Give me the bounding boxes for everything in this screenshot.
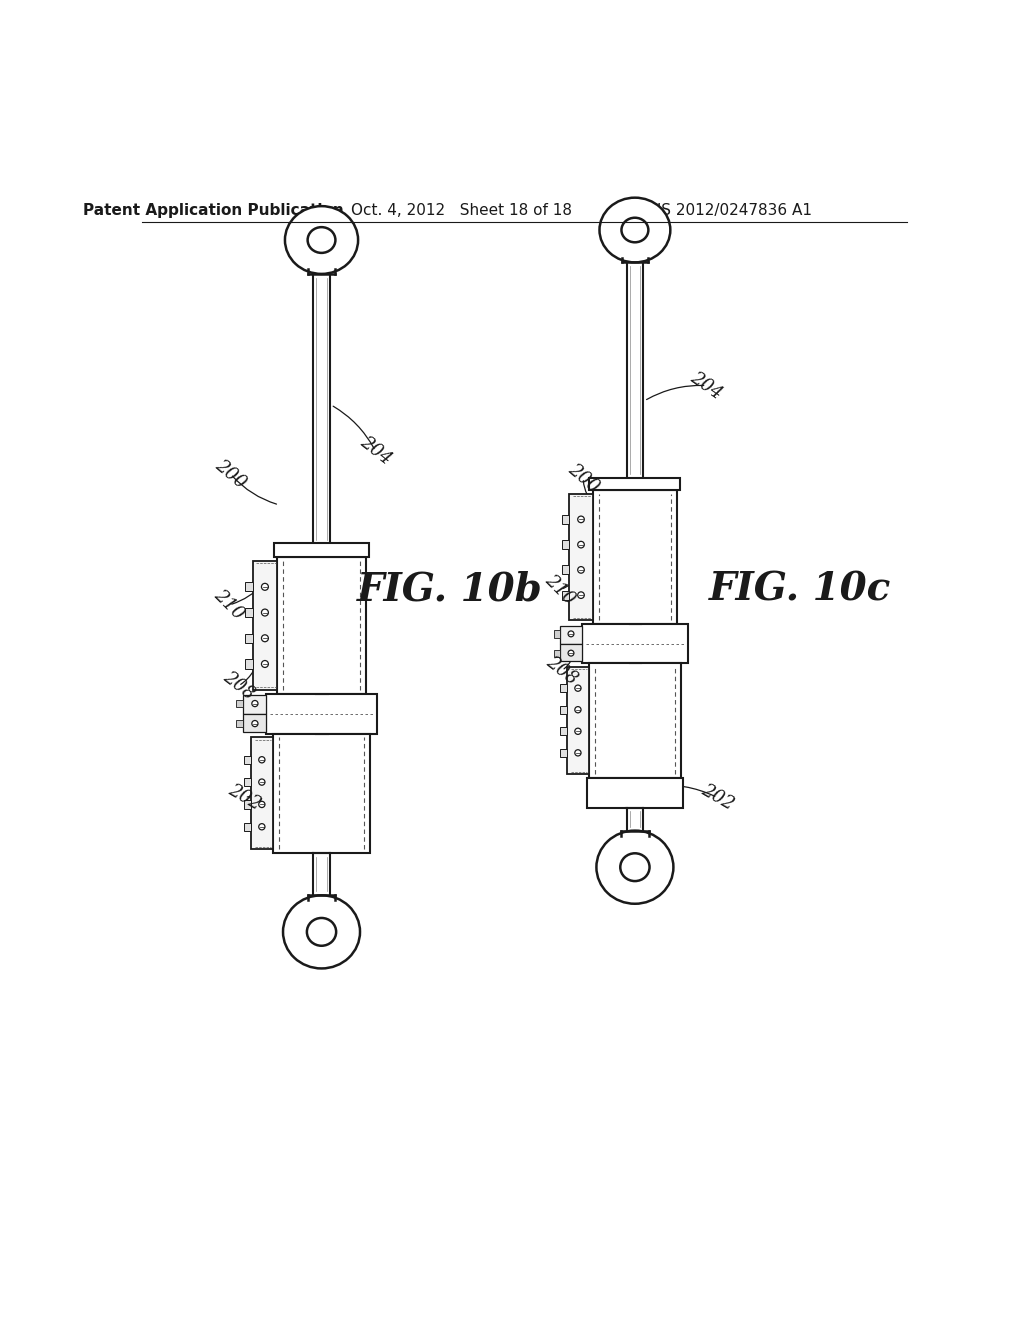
Ellipse shape — [574, 685, 581, 692]
Bar — [244, 714, 266, 733]
Bar — [245, 582, 253, 591]
Bar — [245, 634, 253, 643]
Bar — [244, 696, 266, 714]
Bar — [272, 734, 371, 853]
Text: FIG. 10c: FIG. 10c — [710, 570, 892, 609]
Text: 204: 204 — [356, 433, 394, 469]
Ellipse shape — [578, 591, 585, 598]
Bar — [562, 515, 569, 524]
Bar — [560, 626, 582, 644]
Ellipse shape — [599, 198, 671, 263]
Bar — [560, 644, 582, 661]
Bar — [560, 748, 567, 756]
Text: 208: 208 — [543, 652, 581, 688]
Ellipse shape — [259, 824, 265, 830]
Text: US 2012/0247836 A1: US 2012/0247836 A1 — [650, 203, 812, 218]
Ellipse shape — [578, 566, 585, 573]
Ellipse shape — [568, 651, 573, 656]
Bar — [582, 624, 688, 663]
Bar — [560, 684, 567, 692]
Ellipse shape — [261, 583, 268, 590]
Bar — [562, 565, 569, 574]
Bar — [244, 777, 251, 787]
Ellipse shape — [285, 206, 358, 275]
Ellipse shape — [261, 660, 268, 668]
Ellipse shape — [578, 541, 585, 548]
Bar — [245, 609, 253, 618]
Bar — [274, 544, 369, 557]
Text: 204: 204 — [687, 368, 726, 403]
Bar — [554, 631, 560, 638]
Bar — [244, 800, 251, 809]
Bar — [562, 591, 569, 599]
Ellipse shape — [568, 631, 573, 636]
Bar — [266, 693, 377, 734]
Text: 200: 200 — [564, 459, 602, 496]
Bar — [587, 779, 683, 808]
Ellipse shape — [261, 609, 268, 616]
Text: 208: 208 — [219, 668, 257, 704]
Bar — [244, 822, 251, 830]
Bar — [560, 727, 567, 735]
Text: 202: 202 — [225, 781, 264, 814]
Bar — [590, 478, 680, 490]
Text: 210: 210 — [542, 572, 579, 609]
Bar — [562, 540, 569, 549]
Ellipse shape — [252, 721, 258, 726]
Bar — [560, 706, 567, 714]
Bar — [253, 561, 278, 689]
Ellipse shape — [596, 830, 674, 904]
Bar — [567, 667, 589, 775]
Bar — [251, 738, 272, 849]
Text: FIG. 10b: FIG. 10b — [357, 570, 543, 609]
Bar — [589, 663, 681, 779]
Ellipse shape — [574, 706, 581, 713]
Text: Patent Application Publication: Patent Application Publication — [83, 203, 344, 218]
Ellipse shape — [574, 750, 581, 756]
Bar — [245, 660, 253, 669]
Bar — [244, 755, 251, 764]
Ellipse shape — [283, 895, 360, 969]
Bar — [278, 557, 366, 693]
Text: Oct. 4, 2012   Sheet 18 of 18: Oct. 4, 2012 Sheet 18 of 18 — [351, 203, 572, 218]
Ellipse shape — [261, 635, 268, 642]
Bar — [237, 700, 244, 708]
Ellipse shape — [574, 729, 581, 734]
Bar — [569, 494, 593, 620]
Ellipse shape — [259, 801, 265, 808]
Ellipse shape — [578, 516, 585, 523]
Text: 210: 210 — [211, 586, 248, 623]
Bar — [554, 649, 560, 657]
Ellipse shape — [259, 779, 265, 785]
Ellipse shape — [259, 756, 265, 763]
Text: 202: 202 — [698, 781, 736, 814]
Bar — [237, 719, 244, 727]
Ellipse shape — [252, 701, 258, 706]
Text: 200: 200 — [212, 457, 250, 492]
Bar — [593, 490, 677, 624]
